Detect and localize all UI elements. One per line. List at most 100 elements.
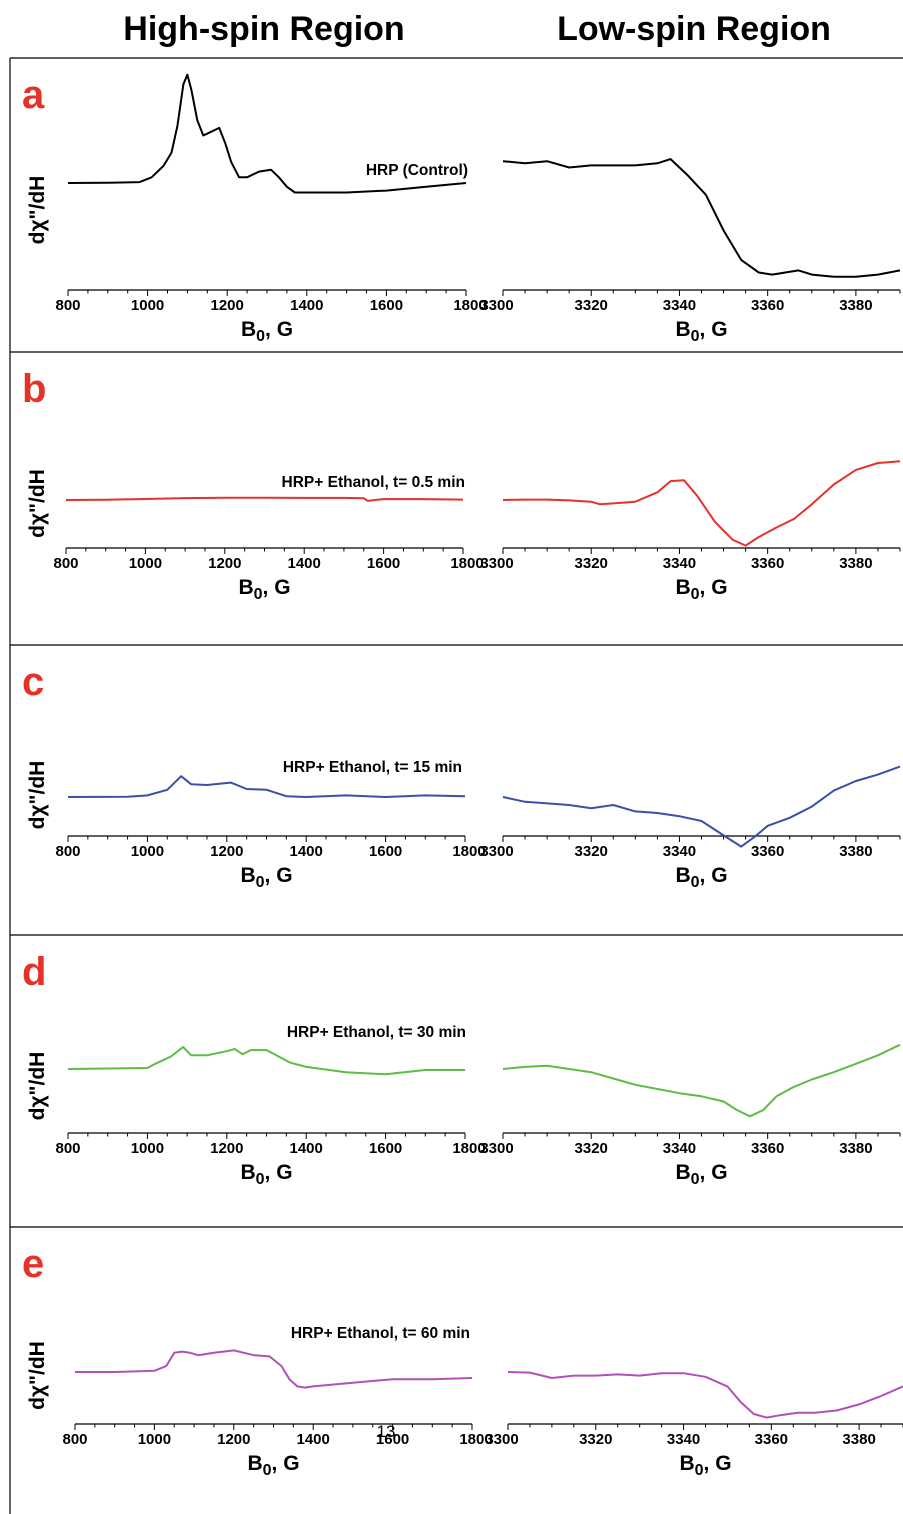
x-tick-label: 3340 [667,1431,700,1448]
high-spin-plot: 800 1000 1200 1400 1600 1800 B0, G [55,775,486,891]
spectrum-line [507,1371,903,1419]
y-axis-label: dχ"/dH [26,469,49,538]
x-tick-label: 3360 [751,555,784,572]
header-high-spin: High-spin Region [123,10,404,48]
panel-a: a dχ"/dH HRP (Control) 800 1000 1200 1400 1600 1… [22,73,901,345]
x-tick-label: 800 [55,1140,80,1157]
x-tick-label: 3320 [575,555,608,572]
x-tick-label: 1800 [452,843,485,860]
low-spin-plot: 3300 3320 3340 3360 3380 B0, G [485,1371,903,1479]
x-tick-label: 1200 [217,1431,250,1448]
x-tick-label: 1600 [369,1140,402,1157]
spectrum-line [67,73,467,194]
x-axis-label: B0, G [679,1452,731,1479]
x-tick-label: 3300 [480,555,513,572]
x-tick-label: 1600 [376,1431,409,1448]
x-axis-label: B0, G [247,1452,299,1479]
x-tick-label: 1400 [297,1431,330,1448]
x-tick-label: 3340 [663,1140,696,1157]
x-axis-label: B0, G [675,318,727,345]
panel-label: d [22,950,46,994]
x-tick-label: 3340 [663,555,696,572]
sample-annotation: HRP+ Ethanol, t= 60 min [291,1325,470,1342]
high-spin-plot: 800 1000 1200 1400 1600 1800 B0, G [62,1349,493,1479]
x-axis-label: B0, G [240,864,292,891]
low-spin-plot: 3300 3320 3340 3360 3380 B0, G [480,765,901,891]
x-tick-label: 3320 [579,1431,612,1448]
x-tick-label: 1000 [129,555,162,572]
x-tick-label: 1400 [290,297,323,314]
x-tick-label: 3300 [480,843,513,860]
x-tick-label: 1200 [210,843,243,860]
panel-label: e [22,1242,44,1286]
x-tick-label: 3360 [751,843,784,860]
x-tick-label: 3320 [575,297,608,314]
x-tick-label: 1800 [452,1140,485,1157]
x-tick-label: 1000 [131,297,164,314]
y-axis-label: dχ"/dH [26,176,49,245]
panel-label: a [22,73,45,117]
panel-b: b dχ"/dH HRP+ Ethanol, t= 0.5 min 800 1000 12… [22,367,901,603]
x-tick-label: 3360 [751,297,784,314]
sample-annotation: HRP+ Ethanol, t= 0.5 min [282,474,465,491]
spectrum-line [65,496,464,502]
x-tick-label: 1200 [211,297,244,314]
x-tick-label: 3380 [839,555,872,572]
x-tick-label: 1400 [288,555,321,572]
x-tick-label: 3380 [839,297,872,314]
x-tick-label: 800 [62,1431,87,1448]
x-tick-label: 1600 [370,297,403,314]
x-axis-label: B0, G [241,318,293,345]
spectrum-line [67,1046,465,1076]
x-tick-label: 1000 [138,1431,171,1448]
page-number: 13 [377,1422,396,1441]
x-axis-label: B0, G [240,1161,292,1188]
x-tick-label: 1200 [210,1140,243,1157]
low-spin-plot: 3300 3320 3340 3360 3380 B0, G [480,460,901,603]
sample-annotation: HRP+ Ethanol, t= 30 min [287,1024,466,1041]
x-tick-label: 3360 [751,1140,784,1157]
x-tick-label: 800 [55,297,80,314]
panel-e: e dχ"/dH HRP+ Ethanol, t= 60 min 800 1000 120… [22,1242,903,1479]
header-low-spin: Low-spin Region [557,10,831,48]
low-spin-plot: 3300 3320 3340 3360 3380 B0, G [480,1043,901,1188]
high-spin-plot: 800 1000 1200 1400 1600 1800 B0, G [53,496,484,603]
x-axis-label: B0, G [675,864,727,891]
x-tick-label: 3300 [480,297,513,314]
x-tick-label: 1400 [290,843,323,860]
sample-annotation: HRP+ Ethanol, t= 15 min [283,759,462,776]
x-tick-label: 3380 [839,843,872,860]
y-axis-label: dχ"/dH [26,1052,49,1121]
x-axis-label: B0, G [675,576,727,603]
x-tick-label: 1200 [208,555,241,572]
x-tick-label: 1600 [367,555,400,572]
x-tick-label: 3380 [842,1431,875,1448]
x-tick-label: 3300 [480,1140,513,1157]
panel-label: b [22,367,46,411]
x-tick-label: 3360 [755,1431,788,1448]
x-tick-label: 1800 [453,297,486,314]
x-tick-label: 1800 [459,1431,492,1448]
x-tick-label: 3380 [839,1140,872,1157]
x-tick-label: 800 [53,555,78,572]
y-axis-label: dχ"/dH [26,761,49,830]
x-tick-label: 3320 [575,843,608,860]
panel-d: d dχ"/dH HRP+ Ethanol, t= 30 min 800 1000 120… [22,950,901,1188]
x-tick-label: 1400 [290,1140,323,1157]
x-tick-label: 3340 [663,297,696,314]
x-axis-label: B0, G [675,1161,727,1188]
spectrum-line [502,158,901,278]
low-spin-plot: 3300 3320 3340 3360 3380 B0, G [480,158,901,345]
spectrum-line [502,1043,901,1118]
x-tick-label: 3340 [663,843,696,860]
x-tick-label: 3320 [575,1140,608,1157]
x-axis-label: B0, G [238,576,290,603]
x-tick-label: 1000 [131,843,164,860]
panel-label: c [22,660,44,704]
panel-c: c dχ"/dH HRP+ Ethanol, t= 15 min 800 1000 120… [22,660,901,891]
x-tick-label: 1600 [369,843,402,860]
spectrum-line [75,1349,473,1389]
x-tick-label: 1000 [131,1140,164,1157]
